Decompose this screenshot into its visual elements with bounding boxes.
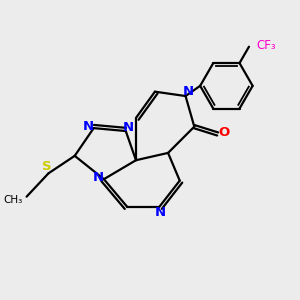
Text: CH₃: CH₃	[3, 195, 22, 205]
Text: O: O	[218, 126, 230, 139]
Text: CF₃: CF₃	[256, 39, 276, 52]
Text: N: N	[82, 120, 93, 133]
Text: N: N	[183, 85, 194, 98]
Text: S: S	[42, 160, 52, 173]
Text: N: N	[155, 206, 166, 219]
Text: N: N	[122, 121, 134, 134]
Text: N: N	[93, 171, 104, 184]
